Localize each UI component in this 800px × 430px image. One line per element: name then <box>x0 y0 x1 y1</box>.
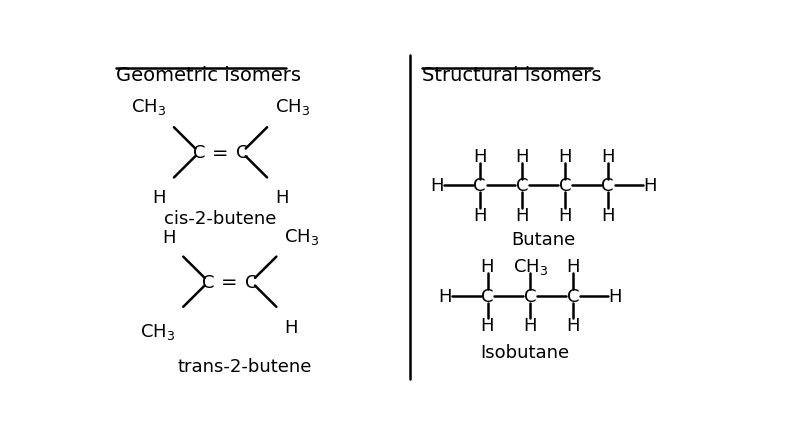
Text: H: H <box>284 318 298 336</box>
Text: H: H <box>153 189 166 207</box>
Text: H: H <box>438 287 452 305</box>
Text: H: H <box>473 148 486 166</box>
Text: H: H <box>601 148 614 166</box>
Text: H: H <box>566 258 579 276</box>
Text: H: H <box>481 316 494 334</box>
Text: C: C <box>566 287 579 305</box>
Text: CH$_3$: CH$_3$ <box>513 257 548 276</box>
Text: C: C <box>193 144 206 162</box>
Text: C: C <box>474 177 486 195</box>
Text: C: C <box>602 177 614 195</box>
Text: H: H <box>609 287 622 305</box>
Text: H: H <box>558 148 572 166</box>
Text: Butane: Butane <box>511 231 575 249</box>
Text: H: H <box>275 189 288 207</box>
Text: Structural isomers: Structural isomers <box>422 65 601 84</box>
Text: H: H <box>516 206 529 224</box>
Text: C: C <box>245 273 258 291</box>
Text: Geometric isomers: Geometric isomers <box>115 65 301 84</box>
Text: CH$_3$: CH$_3$ <box>131 97 166 117</box>
Text: H: H <box>523 316 537 334</box>
Text: CH$_3$: CH$_3$ <box>284 226 319 246</box>
Text: H: H <box>430 177 444 195</box>
Text: H: H <box>601 206 614 224</box>
Text: H: H <box>481 258 494 276</box>
Text: C: C <box>516 177 529 195</box>
Text: C: C <box>202 273 214 291</box>
Text: CH$_3$: CH$_3$ <box>140 321 175 341</box>
Text: H: H <box>473 206 486 224</box>
Text: =: = <box>221 273 238 292</box>
Text: Isobutane: Isobutane <box>480 343 569 361</box>
Text: C: C <box>482 287 494 305</box>
Text: H: H <box>643 177 657 195</box>
Text: cis-2-butene: cis-2-butene <box>164 209 276 227</box>
Text: C: C <box>524 287 536 305</box>
Text: H: H <box>566 316 579 334</box>
Text: C: C <box>558 177 571 195</box>
Text: H: H <box>558 206 572 224</box>
Text: C: C <box>235 144 248 162</box>
Text: H: H <box>162 228 175 246</box>
Text: =: = <box>212 144 228 163</box>
Text: H: H <box>516 148 529 166</box>
Text: CH$_3$: CH$_3$ <box>275 97 310 117</box>
Text: trans-2-butene: trans-2-butene <box>178 358 312 375</box>
